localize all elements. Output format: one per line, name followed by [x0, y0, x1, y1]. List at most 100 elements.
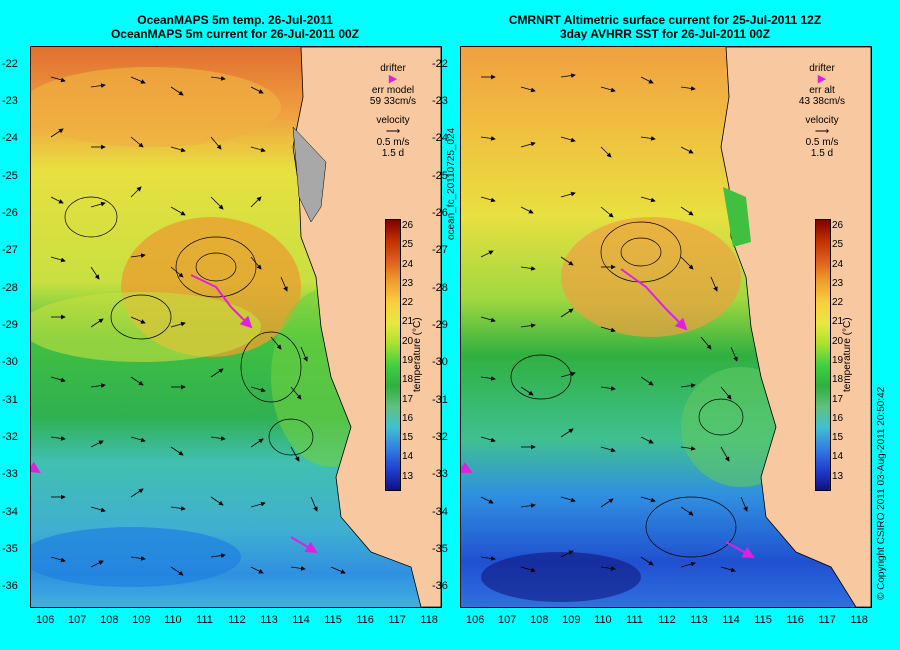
longitude-tick: 109: [132, 614, 151, 626]
longitude-tick: 111: [626, 614, 643, 626]
colorbar-tick: 22: [402, 297, 414, 309]
colorbar-tick: 15: [832, 432, 844, 444]
left-title-line1: OceanMAPS 5m temp. 26-Jul-2011: [137, 13, 333, 27]
latitude-tick: -31: [2, 393, 18, 406]
latitude-tick: -27: [432, 244, 448, 257]
right-legend-drifter: drifter: [809, 63, 835, 74]
right-map-svg: [461, 47, 871, 607]
longitude-tick: 117: [818, 614, 836, 626]
longitude-tick: 107: [498, 614, 517, 626]
latitude-tick: -32: [432, 431, 448, 443]
latitude-tick: -27: [2, 244, 18, 257]
colorbar-tick: 23: [832, 277, 844, 289]
colorbar-tick: 17: [832, 393, 844, 405]
right-colorbar: [815, 219, 831, 491]
longitude-tick: 113: [260, 614, 278, 626]
colorbar-tick: 20: [832, 335, 844, 347]
latitude-tick: -34: [2, 505, 18, 518]
left-colorbar: [385, 219, 401, 491]
longitude-tick: 111: [196, 614, 213, 626]
copyright-label: © Copyright CSIRO 2011 03-Aug-2011 20:50…: [876, 386, 887, 600]
latitude-tick: -30: [2, 356, 18, 369]
left-map-svg: [31, 47, 441, 607]
longitude-tick: 106: [466, 614, 485, 626]
colorbar-tick: 16: [832, 412, 844, 424]
colorbar-tick: 19: [832, 355, 844, 366]
latitude-tick: -28: [2, 281, 18, 294]
latitude-tick: -36: [2, 580, 18, 593]
longitude-tick: 114: [292, 614, 310, 626]
colorbar-tick: 26: [402, 220, 414, 231]
right-map-panel: [460, 46, 872, 608]
colorbar-tick: 18: [832, 374, 844, 386]
latitude-tick: -31: [432, 393, 448, 406]
right-title-line2: 3day AVHRR SST for 26-Jul-2011 00Z: [559, 27, 771, 41]
latitude-tick: -34: [432, 505, 448, 518]
latitude-tick: -25: [432, 169, 448, 182]
latitude-tick: -35: [2, 543, 18, 555]
colorbar-tick: 22: [832, 297, 844, 309]
left-legend-drifter: drifter: [380, 63, 406, 74]
colorbar-tick: 20: [402, 335, 414, 347]
right-colorbar-label: temperature (°C): [842, 317, 853, 392]
right-panel-title: CMRNRT Altimetric surface current for 25…: [460, 13, 870, 41]
right-title-line1: CMRNRT Altimetric surface current for 25…: [508, 13, 822, 27]
left-legend-speed: 0.5 m/s: [376, 137, 410, 148]
longitude-tick: 113: [690, 614, 708, 626]
longitude-tick: 109: [562, 614, 581, 626]
longitude-tick: 116: [786, 614, 804, 626]
longitude-tick: 115: [754, 614, 772, 626]
right-drifter-icon: ▶: [817, 73, 827, 85]
left-legend-err: err model: [371, 85, 415, 96]
longitude-tick: 107: [68, 614, 87, 626]
latitude-tick: -23: [432, 95, 448, 107]
latitude-tick: -29: [432, 319, 448, 331]
right-legend-velocity: velocity: [805, 115, 839, 126]
colorbar-tick: 24: [832, 258, 844, 270]
left-colorbar-label: temperature (°C): [412, 317, 423, 392]
longitude-tick: 114: [722, 614, 740, 626]
right-land: [720, 47, 871, 607]
colorbar-tick: 18: [402, 374, 414, 386]
longitude-tick: 116: [356, 614, 374, 626]
left-drifter-icon: ▶: [388, 73, 398, 85]
latitude-tick: -36: [432, 580, 448, 593]
latitude-tick: -35: [432, 543, 448, 555]
longitude-tick: 118: [420, 614, 438, 626]
colorbar-tick: 25: [832, 239, 844, 251]
latitude-tick: -26: [432, 207, 448, 219]
longitude-tick: 112: [228, 614, 246, 626]
latitude-tick: -33: [432, 468, 448, 481]
right-legend-duration: 1.5 d: [810, 148, 834, 159]
left-current-arrows: [50, 76, 346, 576]
left-legend: drifter ▶ err model 59 33cm/s velocity ⟶…: [363, 63, 423, 159]
left-legend-err-value: 59 33cm/s: [369, 96, 417, 107]
left-legend-velocity: velocity: [376, 115, 410, 126]
longitude-tick: 118: [850, 614, 868, 626]
latitude-tick: -26: [2, 207, 18, 219]
left-title-line2: OceanMAPS 5m current for 26-Jul-2011 00Z: [110, 27, 360, 41]
left-legend-duration: 1.5 d: [381, 148, 405, 159]
longitude-tick: 108: [100, 614, 119, 626]
latitude-tick: -23: [2, 95, 18, 107]
colorbar-tick: 25: [402, 239, 414, 251]
right-velocity-arrow-icon: ⟶: [814, 126, 830, 137]
colorbar-tick: 16: [402, 412, 414, 424]
colorbar-tick: 13: [832, 470, 844, 482]
longitude-tick: 115: [324, 614, 342, 626]
right-legend: drifter ▶ err alt 43 38cm/s velocity ⟶ 0…: [792, 63, 852, 159]
left-map-panel: [30, 46, 442, 608]
colorbar-tick: 23: [402, 277, 414, 289]
latitude-tick: -29: [2, 319, 18, 331]
right-current-arrows: [480, 73, 748, 573]
colorbar-tick: 21: [402, 316, 414, 328]
latitude-tick: -33: [2, 468, 18, 481]
forecast-id-label: ocean_fc_20110725_024: [446, 127, 457, 240]
right-drifter-tracks: [461, 268, 755, 558]
latitude-tick: -22: [432, 57, 448, 70]
right-eddies: [510, 221, 744, 558]
longitude-tick: 117: [388, 614, 406, 626]
latitude-tick: -30: [432, 356, 448, 369]
colorbar-tick: 21: [832, 316, 844, 328]
latitude-tick: -24: [2, 132, 18, 145]
